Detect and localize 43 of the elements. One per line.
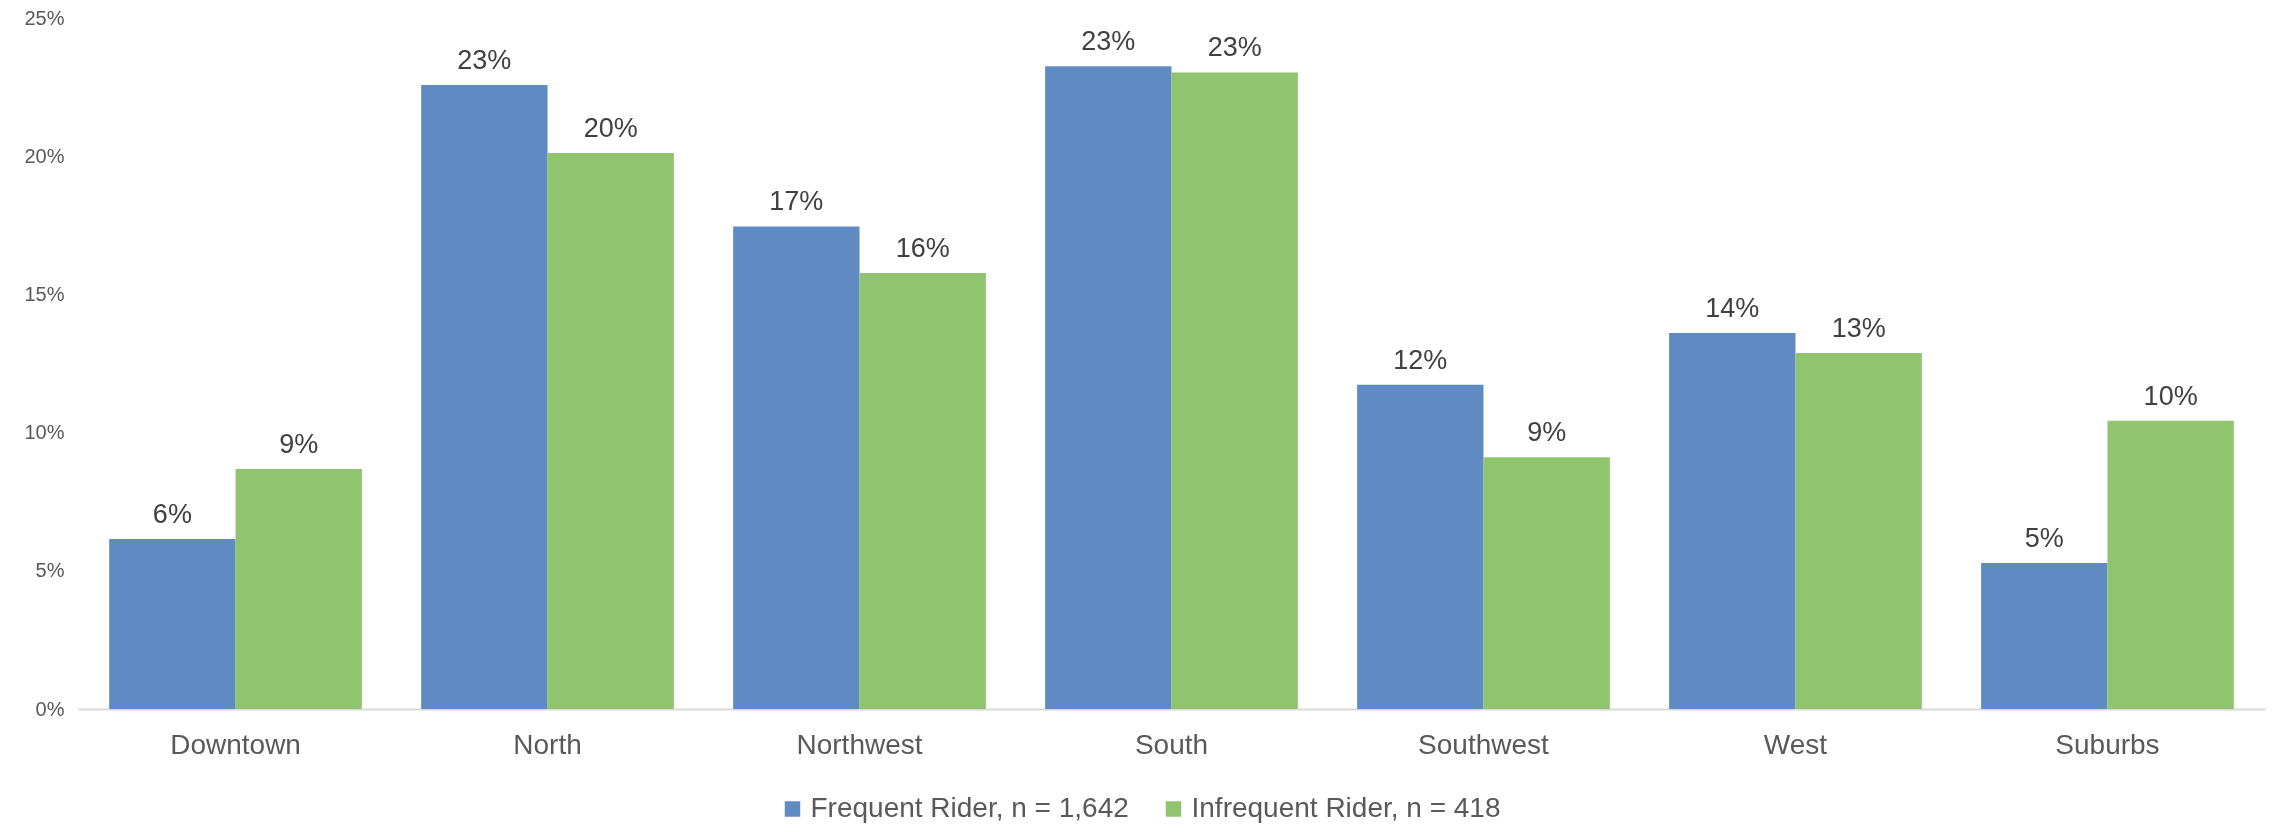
bar [2107, 420, 2234, 709]
bar [1357, 384, 1484, 709]
bar [1483, 457, 1610, 709]
bar [235, 469, 362, 709]
bar [1171, 72, 1298, 709]
data-label: 6% [152, 499, 192, 530]
bar [859, 273, 986, 709]
x-tick-label: South [1134, 728, 1209, 760]
x-tick-label: Northwest [796, 728, 923, 760]
data-label: 14% [1705, 293, 1760, 324]
bar [421, 84, 548, 709]
data-label: 9% [279, 429, 319, 460]
x-tick-label: North [513, 728, 582, 760]
data-label: 13% [1831, 313, 1886, 343]
bar [1669, 333, 1796, 709]
bar [1045, 66, 1172, 709]
data-label: 20% [583, 112, 638, 143]
data-label: 10% [2143, 380, 2198, 411]
y-tick-label: 15% [24, 282, 65, 305]
legend-label: Frequent Rider, n = 1,642 [810, 792, 1129, 823]
data-label: 5% [2024, 523, 2064, 554]
bar [547, 152, 674, 709]
data-label: 17% [769, 186, 824, 217]
legend-label: Infrequent Rider, n = 418 [1191, 792, 1501, 823]
bar [109, 539, 236, 709]
data-label: 12% [1393, 344, 1448, 375]
data-label: 16% [895, 233, 950, 264]
data-label: 9% [1527, 417, 1567, 448]
data-label: 23% [457, 44, 512, 75]
data-label: 23% [1081, 26, 1136, 57]
y-tick-label: 25% [24, 6, 65, 29]
x-tick-label: Southwest [1418, 728, 1550, 760]
x-tick-label: Downtown [170, 728, 301, 760]
x-tick-label: West [1763, 728, 1828, 760]
x-tick-label: Suburbs [2055, 728, 2160, 760]
data-label: 23% [1207, 32, 1262, 63]
bar [1981, 563, 2108, 709]
bar [1795, 353, 1922, 709]
y-tick-label: 10% [24, 421, 65, 444]
y-tick-label: 0% [35, 697, 65, 720]
y-tick-label: 5% [35, 559, 65, 582]
y-tick-label: 20% [24, 144, 65, 167]
bar [733, 226, 860, 709]
